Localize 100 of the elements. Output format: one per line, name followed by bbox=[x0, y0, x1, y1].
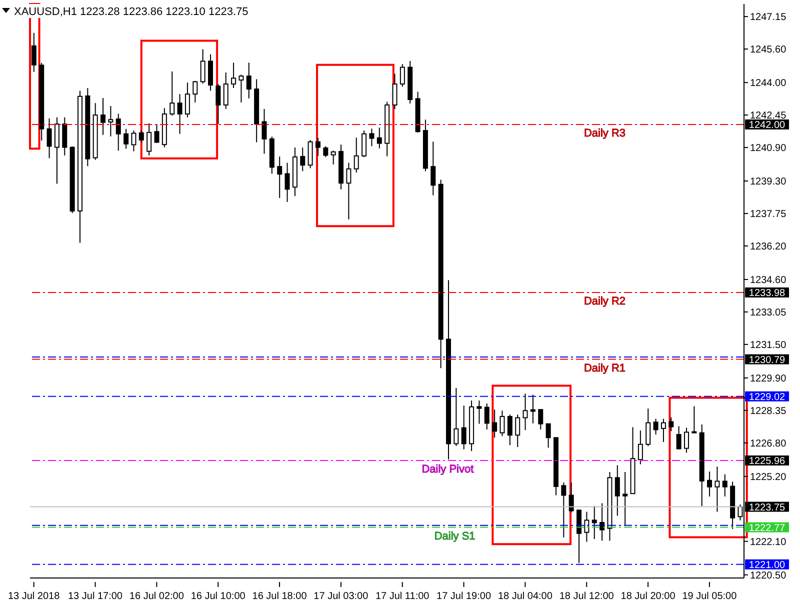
y-tick-label: 1234.60 bbox=[750, 275, 787, 286]
y-tick-label: 1242.45 bbox=[750, 110, 787, 122]
x-tick-label: 17 Jul 03:00 bbox=[314, 591, 369, 600]
text: 1221.00 bbox=[748, 560, 786, 571]
y-tick-label: 1231.50 bbox=[750, 340, 787, 351]
candlestick bbox=[277, 156, 282, 198]
x-tick-label: 18 Jul 20:00 bbox=[620, 591, 676, 600]
candlestick bbox=[246, 62, 252, 99]
candlestick bbox=[238, 74, 244, 103]
text: 1223.75 bbox=[748, 502, 786, 514]
candlestick bbox=[376, 127, 382, 149]
x-tick-label: 18 Jul 04:00 bbox=[498, 591, 553, 600]
y-tick-label: 1229.90 bbox=[750, 373, 787, 384]
candlestick bbox=[208, 54, 213, 92]
y-tick-label: 1244.00 bbox=[750, 78, 787, 90]
candlestick bbox=[538, 409, 544, 430]
candlestick bbox=[461, 405, 466, 450]
candlestick bbox=[300, 147, 306, 172]
candlestick bbox=[722, 474, 728, 498]
candlestick bbox=[568, 482, 574, 513]
candlestick bbox=[638, 430, 643, 465]
candlestick bbox=[707, 471, 712, 498]
text: 1230.79 bbox=[748, 354, 786, 366]
candlestick bbox=[362, 130, 367, 158]
candlestick bbox=[46, 118, 52, 159]
candlestick bbox=[330, 150, 336, 165]
chart-title: XAUUSD,H1 1223.28 1223.86 1223.10 1223.75 bbox=[14, 6, 248, 18]
candlestick bbox=[430, 141, 436, 196]
candlestick bbox=[684, 427, 689, 454]
candlestick bbox=[484, 402, 490, 430]
candlestick bbox=[676, 426, 682, 450]
candlestick bbox=[522, 393, 528, 431]
candlestick bbox=[116, 113, 121, 152]
x-tick-label: 18 Jul 12:00 bbox=[559, 591, 614, 600]
candlestick bbox=[546, 423, 551, 448]
y-tick-label: 1225.20 bbox=[750, 472, 787, 483]
ref-line-label: Daily R1 bbox=[584, 362, 626, 374]
y-tick-label: 1239.30 bbox=[750, 176, 787, 188]
x-tick-label: 16 Jul 18:00 bbox=[252, 591, 308, 600]
text: 1233.98 bbox=[748, 288, 786, 299]
y-tick-label: 1226.80 bbox=[750, 438, 787, 450]
candlestick bbox=[668, 417, 674, 432]
candlestick bbox=[146, 122, 152, 156]
candlestick bbox=[216, 84, 221, 125]
ref-line-label: Daily R2 bbox=[584, 295, 626, 308]
text: 1242.00 bbox=[748, 120, 786, 131]
x-tick-label: 17 Jul 11:00 bbox=[375, 591, 430, 600]
candlestick bbox=[561, 482, 566, 538]
y-tick-label: 1247.15 bbox=[750, 12, 787, 24]
candlestick bbox=[454, 387, 459, 447]
y-tick-label: 1237.75 bbox=[750, 209, 787, 220]
ref-line-label: Daily Pivot bbox=[422, 463, 474, 476]
candlestick bbox=[476, 400, 482, 424]
candlestick bbox=[308, 139, 313, 169]
candlestick bbox=[154, 124, 160, 144]
text: 1225.96 bbox=[748, 456, 786, 467]
x-tick-label: 13 Jul 17:00 bbox=[68, 591, 123, 600]
candlestick bbox=[354, 137, 359, 173]
candlestick bbox=[576, 510, 582, 564]
candlestick bbox=[646, 408, 651, 447]
candlestick bbox=[124, 128, 129, 150]
y-tick-label: 1228.35 bbox=[750, 406, 787, 417]
candlestick bbox=[369, 128, 374, 147]
y-tick-label: 1245.60 bbox=[750, 44, 787, 56]
candlestick bbox=[392, 73, 398, 110]
candlestick bbox=[400, 64, 405, 88]
x-tick-label: 19 Jul 05:00 bbox=[682, 591, 738, 600]
candlestick bbox=[584, 511, 590, 542]
candlestick bbox=[653, 418, 658, 435]
candlestick bbox=[515, 414, 520, 448]
candlestick bbox=[170, 70, 175, 116]
candlestick bbox=[262, 108, 267, 154]
candlestick bbox=[500, 410, 505, 437]
candlestick bbox=[600, 502, 605, 542]
candlestick bbox=[192, 80, 198, 103]
ref-line-label: Daily R3 bbox=[584, 127, 626, 140]
candlestick bbox=[100, 98, 106, 136]
candlestick bbox=[177, 94, 182, 134]
candlestick bbox=[200, 48, 206, 84]
y-tick-label: 1220.50 bbox=[750, 570, 787, 582]
candlestick bbox=[138, 130, 144, 143]
candlestick bbox=[714, 466, 720, 512]
candlestick bbox=[323, 146, 328, 158]
candlestick bbox=[492, 409, 498, 438]
text: 1222.77 bbox=[748, 522, 786, 534]
candlestick bbox=[184, 82, 190, 118]
candlestick bbox=[592, 505, 597, 540]
x-tick-label: 13 Jul 2018 bbox=[8, 591, 60, 600]
x-tick-label: 16 Jul 02:00 bbox=[129, 591, 184, 600]
candlestick bbox=[108, 106, 114, 137]
candlestick bbox=[131, 130, 136, 152]
candlestick bbox=[315, 137, 320, 156]
candlestick bbox=[231, 62, 236, 89]
text: 1229.02 bbox=[748, 392, 786, 403]
candlestick bbox=[614, 464, 620, 516]
candlestick bbox=[660, 418, 666, 443]
candlestick bbox=[284, 162, 290, 202]
x-tick-label: 16 Jul 10:00 bbox=[190, 591, 246, 600]
y-tick-label: 1236.20 bbox=[750, 242, 787, 253]
candlestick bbox=[622, 472, 628, 526]
